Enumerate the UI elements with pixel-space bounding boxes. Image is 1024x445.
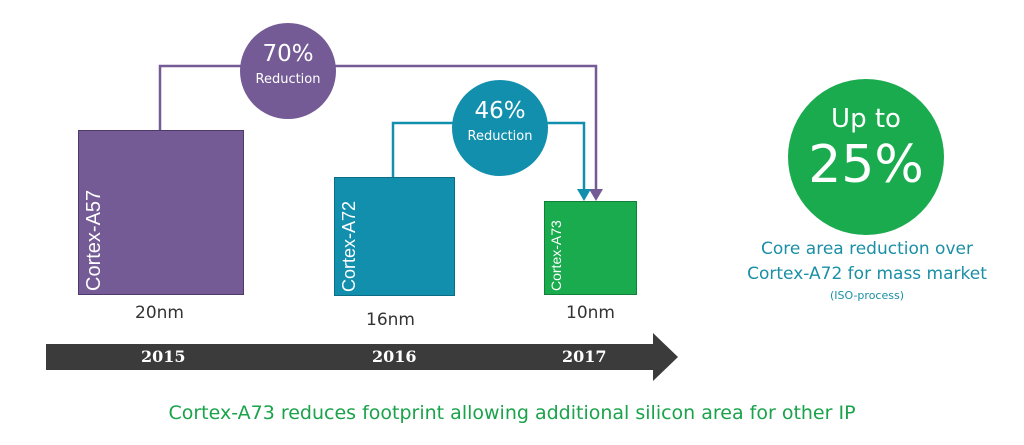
connector-a72-arrowhead bbox=[577, 189, 591, 201]
timeline-year-2015: 2015 bbox=[141, 347, 186, 366]
side-text-line1: Core area reduction over bbox=[761, 239, 973, 259]
core-a57-label: Cortex-A57 bbox=[83, 189, 105, 291]
reduction-70-percent: 70% bbox=[262, 41, 314, 67]
node-label-a72: 16nm bbox=[366, 310, 415, 330]
connector-a57-a73 bbox=[158, 64, 598, 195]
reduction-70-label: Reduction bbox=[255, 72, 321, 87]
side-text-line2: Cortex-A72 for mass market bbox=[747, 264, 987, 284]
side-text-note: (ISO-process) bbox=[829, 289, 904, 302]
timeline-arrow bbox=[46, 333, 678, 381]
caption: Cortex-A73 reduces footprint allowing ad… bbox=[168, 402, 856, 424]
reduction-bubble-70: 70% Reduction bbox=[240, 23, 336, 119]
side-description: Core area reduction over Cortex-A72 for … bbox=[712, 237, 1022, 305]
reduction-bubble-46: 46% Reduction bbox=[452, 80, 548, 176]
core-a72-label: Cortex-A72 bbox=[339, 200, 359, 292]
core-a73-label: Cortex-A73 bbox=[548, 220, 564, 291]
timeline-year-2016: 2016 bbox=[372, 347, 417, 366]
reduction-46-label: Reduction bbox=[467, 129, 533, 144]
core-a73-block: Cortex-A73 bbox=[544, 201, 637, 295]
core-a57-block: Cortex-A57 bbox=[78, 130, 244, 295]
core-a72-block: Cortex-A72 bbox=[334, 177, 455, 296]
connector-a57-arrowhead bbox=[589, 189, 603, 201]
reduction-46-percent: 46% bbox=[474, 98, 526, 124]
highlight-line1: Up to bbox=[831, 104, 901, 134]
highlight-circle: Up to 25% bbox=[788, 79, 944, 235]
node-label-a57: 20nm bbox=[135, 303, 184, 323]
timeline-year-2017: 2017 bbox=[562, 347, 607, 366]
node-label-a73: 10nm bbox=[566, 303, 615, 323]
highlight-value: 25% bbox=[808, 135, 924, 195]
